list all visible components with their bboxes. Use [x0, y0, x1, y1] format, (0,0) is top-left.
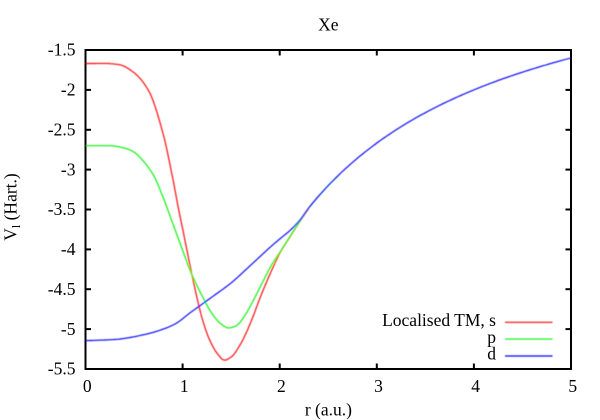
svg-text:3: 3 — [374, 376, 383, 396]
svg-text:-2.5: -2.5 — [48, 119, 76, 139]
svg-text:0: 0 — [83, 376, 92, 396]
svg-text:-3.5: -3.5 — [48, 199, 76, 219]
svg-text:-3: -3 — [61, 159, 76, 179]
svg-text:p: p — [487, 327, 496, 347]
svg-text:-5: -5 — [61, 319, 76, 339]
svg-text:-1.5: -1.5 — [48, 40, 76, 60]
svg-text:1: 1 — [180, 376, 189, 396]
svg-text:2: 2 — [277, 376, 286, 396]
svg-text:d: d — [487, 344, 496, 364]
svg-text:-2: -2 — [61, 80, 76, 100]
svg-text:-4.5: -4.5 — [48, 279, 76, 299]
svg-text:-5.5: -5.5 — [48, 359, 76, 379]
svg-text:Xe: Xe — [318, 14, 339, 34]
svg-text:Localised TM, s: Localised TM, s — [382, 310, 496, 330]
svg-text:r (a.u.): r (a.u.) — [305, 400, 352, 420]
svg-text:5: 5 — [568, 376, 577, 396]
svg-text:4: 4 — [471, 376, 480, 396]
svg-text:-4: -4 — [61, 239, 76, 259]
svg-text:Vl (Hart.): Vl (Hart.) — [1, 173, 24, 241]
